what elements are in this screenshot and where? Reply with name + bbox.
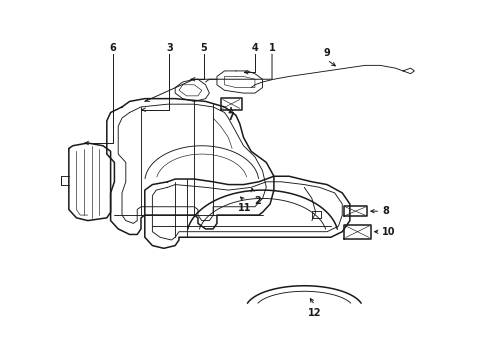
Text: 11: 11	[238, 203, 251, 213]
Text: 12: 12	[308, 308, 321, 318]
Text: 7: 7	[228, 112, 234, 122]
Text: 9: 9	[324, 48, 330, 58]
Text: 4: 4	[251, 43, 258, 53]
Text: 8: 8	[382, 206, 389, 216]
Text: 2: 2	[254, 195, 261, 206]
Text: 3: 3	[166, 43, 173, 53]
Text: 6: 6	[109, 43, 116, 53]
Text: 1: 1	[269, 43, 275, 53]
Text: 10: 10	[382, 227, 395, 237]
Text: 5: 5	[200, 43, 207, 53]
